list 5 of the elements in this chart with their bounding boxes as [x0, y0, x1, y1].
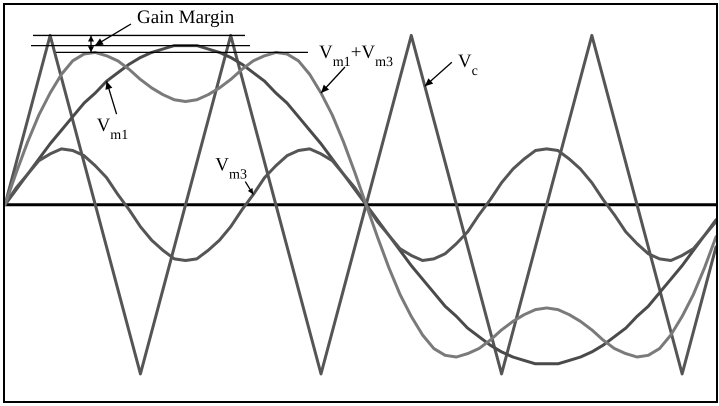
- series-label: V$_{m3}$: [215, 154, 247, 183]
- text: Gain Margin: [137, 7, 235, 28]
- series-label: V$_{m1}$+V$_{m3}$: [319, 42, 394, 70]
- series-label: V$_{m1}$: [96, 115, 128, 144]
- series-label: V$_{c}$: [458, 51, 478, 80]
